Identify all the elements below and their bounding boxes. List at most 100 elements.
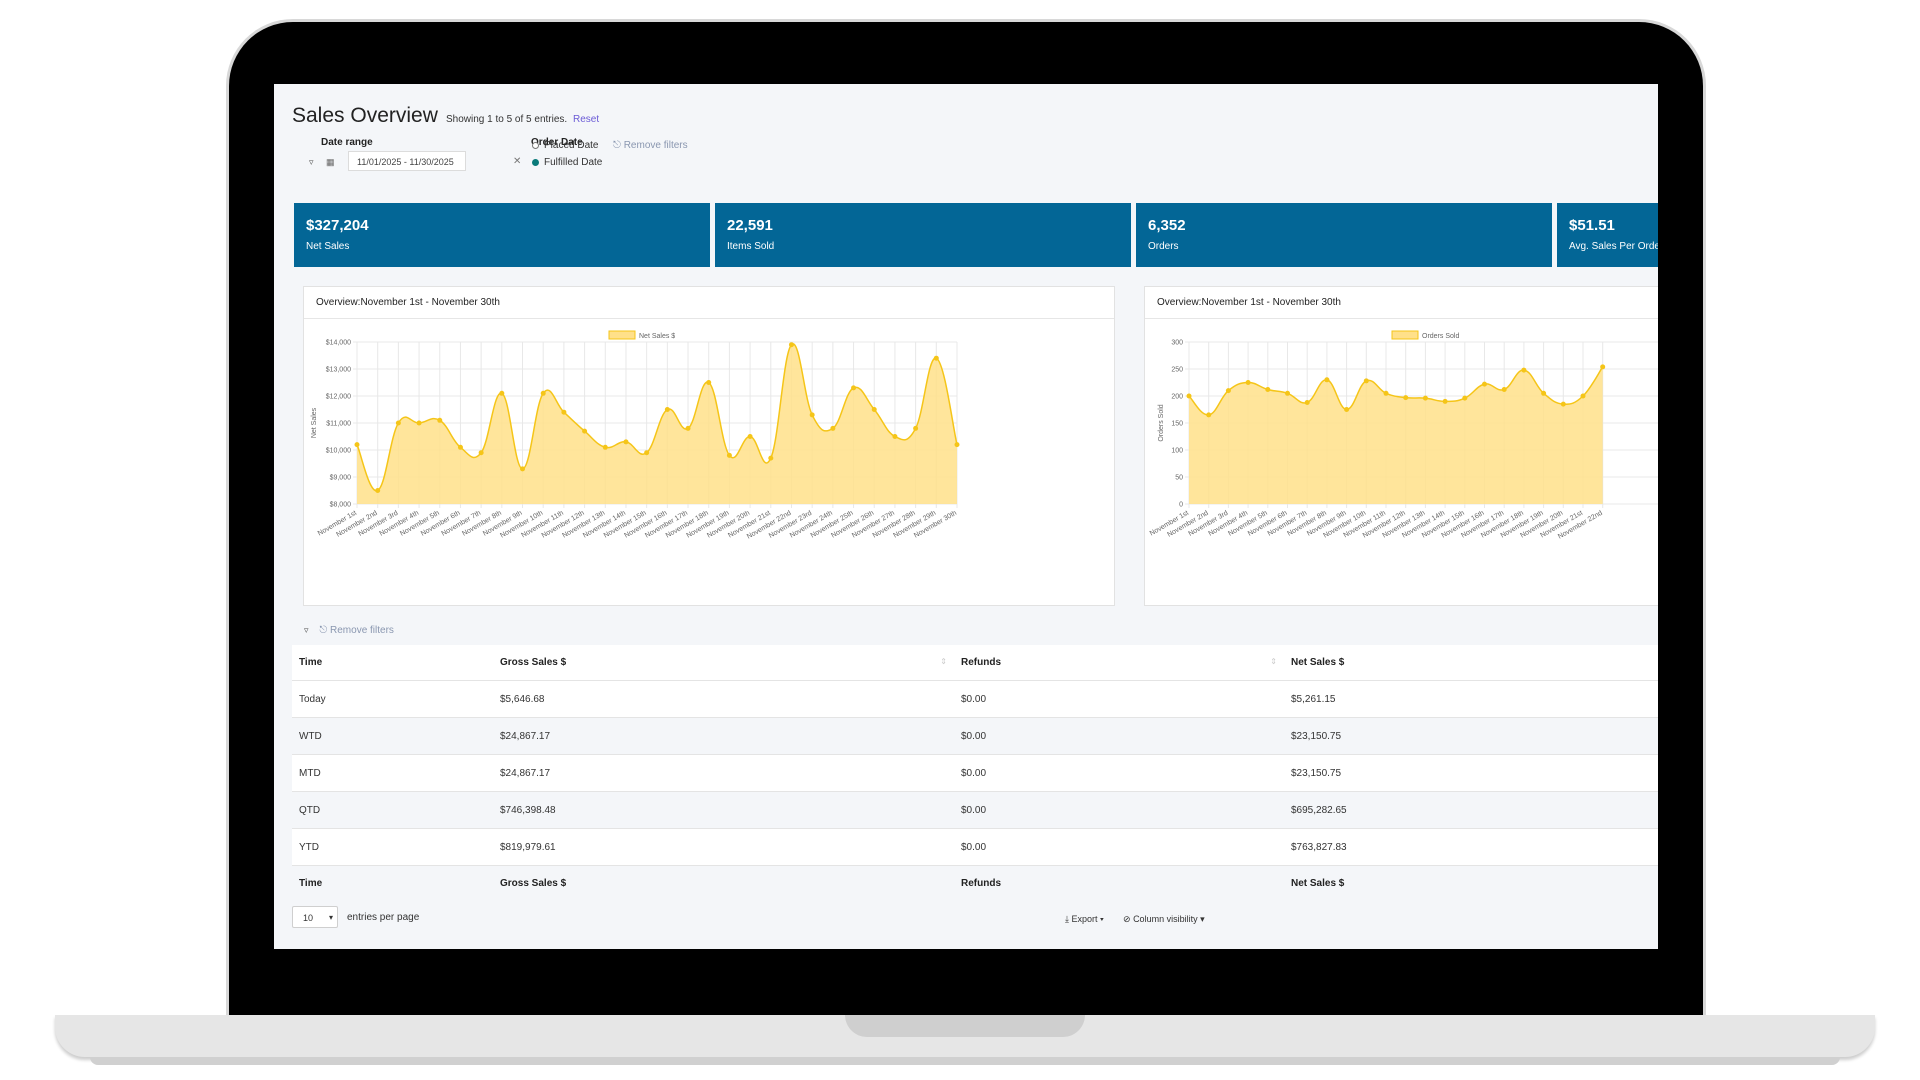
radio-button[interactable] xyxy=(532,142,539,149)
caret-down-icon: ▾ xyxy=(1100,914,1104,924)
eraser-icon: ⎋ xyxy=(319,625,328,636)
column-visibility-button[interactable]: ⊘ Column visibility ▾ xyxy=(1123,914,1205,925)
kpi-value: 6,352 xyxy=(1148,217,1186,234)
y-tick-label: 200 xyxy=(1171,394,1183,401)
chart-title: Overview:November 1st - November 30th xyxy=(1145,287,1658,319)
y-tick-label: 50 xyxy=(1175,475,1183,482)
data-point xyxy=(1560,401,1566,407)
table-cell: $5,261.15 xyxy=(1284,680,1658,718)
data-point xyxy=(1225,388,1231,394)
data-point xyxy=(1462,395,1468,401)
remove-filters-label[interactable]: Remove filters xyxy=(330,625,394,636)
data-point xyxy=(1482,381,1487,387)
table-row: Today $5,646.68 $0.00 $5,261.15 xyxy=(292,680,1658,718)
kpi-net-sales: $327,204 Net Sales xyxy=(294,203,710,267)
download-icon: ⤓ xyxy=(1065,914,1069,924)
date-range-input[interactable]: 11/01/2025 - 11/30/2025 xyxy=(348,151,466,171)
data-point xyxy=(1265,387,1271,393)
data-point xyxy=(726,452,732,458)
table-cell: $24,867.17 xyxy=(493,717,954,755)
table-row: WTD $24,867.17 $0.00 $23,150.75 xyxy=(292,717,1658,755)
data-point xyxy=(437,417,443,423)
table-cell: $763,827.83 xyxy=(1284,828,1658,866)
kpi-value: 22,591 xyxy=(727,217,773,234)
eye-slash-icon: ⊘ xyxy=(1123,914,1131,924)
series-area xyxy=(1189,366,1603,504)
sort-icon[interactable]: ⇕ xyxy=(940,657,947,666)
data-point xyxy=(1403,395,1409,401)
data-point xyxy=(520,466,526,472)
data-point xyxy=(1383,390,1389,396)
y-tick-label: 100 xyxy=(1171,448,1183,455)
data-point xyxy=(561,409,567,415)
data-point xyxy=(1206,412,1212,418)
data-point xyxy=(747,434,753,439)
data-point xyxy=(830,425,836,431)
calendar-icon[interactable]: ▦ xyxy=(326,157,335,167)
data-point xyxy=(1186,393,1192,399)
radio-fulfilled-date[interactable]: Fulfilled Date xyxy=(532,157,602,168)
remove-filters-label: Remove filters xyxy=(623,140,688,151)
data-point xyxy=(933,355,939,361)
net-sales-chart-card: Overview:November 1st - November 30th Ne… xyxy=(303,286,1115,606)
date-range-label: Date range xyxy=(321,137,373,148)
footer-net-sales: Net Sales $ xyxy=(1284,865,1658,901)
chart-title: Overview:November 1st - November 30th xyxy=(304,287,1114,319)
table-cell: $23,150.75 xyxy=(1284,754,1658,792)
kpi-label: Net Sales xyxy=(306,241,350,252)
column-header-net-sales[interactable]: Net Sales $ xyxy=(1284,645,1658,681)
data-point xyxy=(1285,390,1290,396)
data-point xyxy=(478,450,484,456)
entries-per-page-label: entries per page xyxy=(347,912,420,923)
laptop-base-shadow xyxy=(90,1057,1840,1065)
table-cell: $0.00 xyxy=(954,717,1284,755)
data-point xyxy=(457,444,463,450)
column-header-time[interactable]: Time xyxy=(292,645,493,681)
y-tick-label: $12,000 xyxy=(326,394,351,401)
table-row: QTD $746,398.48 $0.00 $695,282.65 xyxy=(292,791,1658,829)
footer-gross-sales: Gross Sales $ xyxy=(493,865,954,901)
filter-icon[interactable]: ▿ xyxy=(309,157,314,167)
radio-placed-date[interactable]: Placed Date xyxy=(532,140,598,151)
clear-date-icon[interactable]: ✕ xyxy=(513,156,522,167)
kpi-items-sold: 22,591 Items Sold xyxy=(715,203,1131,267)
y-tick-label: $13,000 xyxy=(326,367,351,374)
footer-time: Time xyxy=(292,865,493,901)
orders-chart-card: Overview:November 1st - November 30th Or… xyxy=(1144,286,1658,606)
data-point xyxy=(1344,407,1350,412)
table-cell: $695,282.65 xyxy=(1284,791,1658,829)
data-point xyxy=(1600,364,1606,370)
table-filter-bar[interactable]: ▿ ⎋ Remove filters xyxy=(304,625,394,636)
table-row: MTD $24,867.17 $0.00 $23,150.75 xyxy=(292,754,1658,792)
data-point xyxy=(1521,367,1527,373)
filter-icon[interactable]: ▿ xyxy=(304,625,309,635)
data-point xyxy=(913,425,919,431)
page-title: Sales Overview xyxy=(292,104,438,127)
y-tick-label: 300 xyxy=(1171,340,1183,347)
export-button[interactable]: ⤓ Export ▾ xyxy=(1065,914,1104,925)
radio-button[interactable] xyxy=(532,159,539,166)
data-point xyxy=(582,428,588,434)
table-footer-row: Time Gross Sales $ Refunds Net Sales $ xyxy=(292,865,1658,901)
data-point xyxy=(416,420,422,426)
sort-icon[interactable]: ⇕ xyxy=(1270,657,1277,666)
data-point xyxy=(644,450,650,456)
column-header-gross-sales[interactable]: ⇕ Gross Sales $ xyxy=(493,645,954,681)
series-line xyxy=(1188,366,1604,416)
y-tick-label: $8,000 xyxy=(330,502,352,509)
reset-link[interactable]: Reset xyxy=(572,114,600,125)
table-cell: $0.00 xyxy=(954,754,1284,792)
data-point xyxy=(1245,380,1251,385)
table-cell: $0.00 xyxy=(954,680,1284,718)
entries-per-page-select[interactable]: 10 ▾ xyxy=(292,906,338,928)
table-cell: $23,150.75 xyxy=(1284,717,1658,755)
legend-label: Orders Sold xyxy=(1422,333,1459,340)
table-cell: $0.00 xyxy=(954,828,1284,866)
entries-info-text: Showing 1 to 5 of 5 entries. xyxy=(446,114,568,125)
column-header-refunds[interactable]: ⇕ Refunds xyxy=(954,645,1284,681)
column-header-label: Refunds xyxy=(961,657,1001,668)
kpi-value: $51.51 xyxy=(1569,217,1615,234)
remove-filters-link[interactable]: ⎋ Remove filters xyxy=(613,140,688,151)
data-point xyxy=(809,412,815,418)
net-sales-chart: Net Sales $ $8,000 $9,000 $10,000 $11,000 $12… xyxy=(311,330,960,541)
